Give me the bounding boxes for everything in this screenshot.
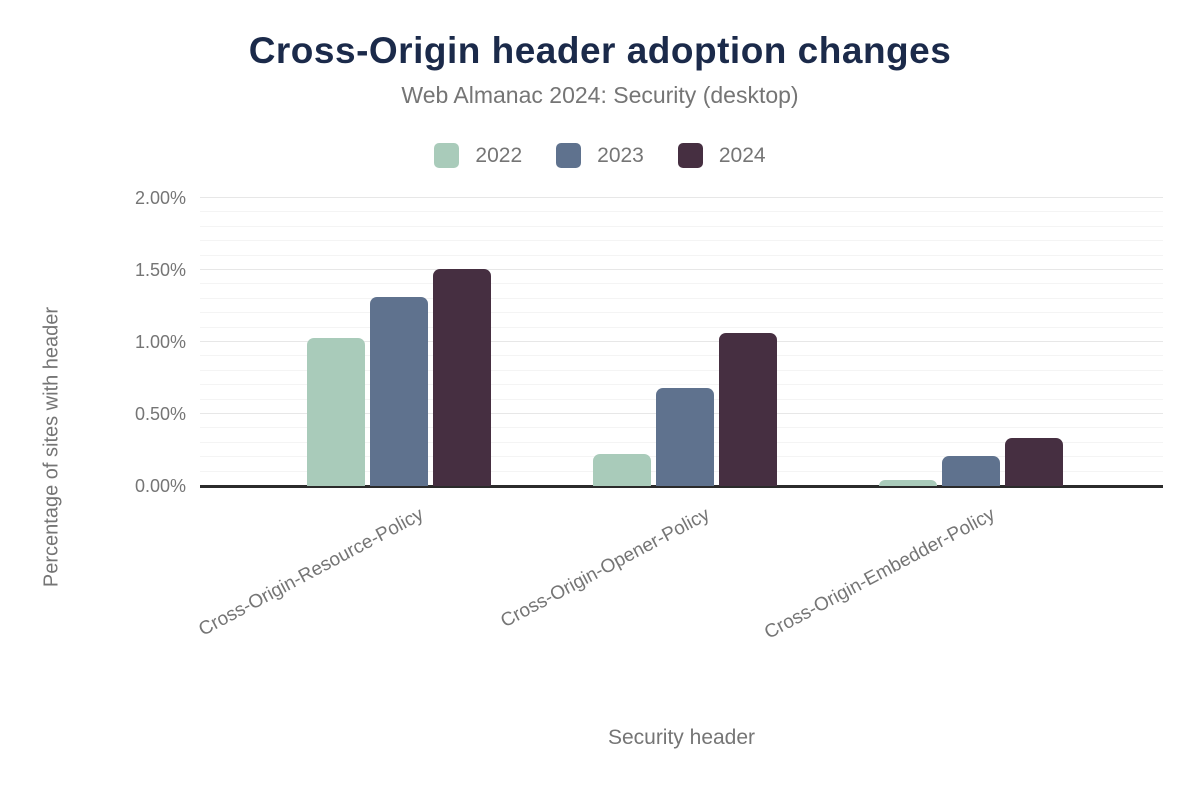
legend-label: 2022 bbox=[475, 143, 523, 167]
gridline-minor bbox=[200, 211, 1163, 213]
legend-swatch-icon bbox=[677, 143, 703, 168]
y-tick-label: 2.00% bbox=[134, 188, 186, 208]
chart-subtitle: Web Almanac 2024: Security (desktop) bbox=[401, 82, 799, 108]
x-axis-line bbox=[200, 485, 1163, 488]
legend-item-2023: 2023 bbox=[556, 143, 644, 168]
gridline-minor bbox=[200, 297, 1163, 299]
bar-2023-Cross-Origin-Embedder-Policy bbox=[942, 455, 1000, 486]
bar-2023-Cross-Origin-Opener-Policy bbox=[656, 388, 714, 486]
gridline-minor bbox=[200, 254, 1163, 256]
gridline-minor bbox=[200, 326, 1163, 328]
gridline-major bbox=[200, 269, 1163, 270]
bar-2023-Cross-Origin-Resource-Policy bbox=[370, 297, 428, 486]
legend-label: 2023 bbox=[597, 143, 644, 167]
legend-item-2022: 2022 bbox=[434, 143, 522, 168]
y-tick-label: 1.50% bbox=[134, 260, 186, 280]
gridline-major bbox=[200, 341, 1163, 342]
legend-swatch-icon bbox=[556, 143, 582, 168]
legend-label: 2024 bbox=[718, 143, 766, 167]
gridline-major bbox=[200, 197, 1163, 198]
x-tick-label: Cross-Origin-Opener-Policy bbox=[496, 504, 713, 633]
x-axis-title: Security header bbox=[607, 726, 756, 749]
bar-2024-Cross-Origin-Opener-Policy bbox=[719, 333, 777, 486]
gridline-minor bbox=[200, 355, 1163, 357]
chart-title: Cross-Origin header adoption changes bbox=[248, 30, 952, 71]
gridline-minor bbox=[200, 384, 1163, 386]
x-tick-label: Cross-Origin-Resource-Policy bbox=[195, 504, 427, 641]
bar-2024-Cross-Origin-Resource-Policy bbox=[433, 268, 491, 486]
bar-2022-Cross-Origin-Resource-Policy bbox=[307, 337, 365, 486]
y-tick-label: 1.00% bbox=[134, 332, 186, 352]
gridline-minor bbox=[200, 283, 1163, 285]
gridline-minor bbox=[200, 240, 1163, 242]
legend-swatch-icon bbox=[434, 143, 460, 168]
gridline-minor bbox=[200, 225, 1163, 227]
bar-2022-Cross-Origin-Embedder-Policy bbox=[879, 480, 937, 486]
gridline-minor bbox=[200, 312, 1163, 314]
plot-area: Cross-Origin-Resource-Policy Cross-Origin… bbox=[195, 197, 1163, 643]
legend-item-2024: 2024 bbox=[677, 143, 766, 168]
legend: 2022 2023 2024 bbox=[0, 143, 1200, 168]
bar-2024-Cross-Origin-Embedder-Policy bbox=[1005, 438, 1063, 486]
gridline-minor bbox=[200, 369, 1163, 371]
y-tick-label: 0.50% bbox=[134, 404, 186, 424]
bar-2022-Cross-Origin-Opener-Policy bbox=[593, 454, 651, 486]
y-tick-label: 0.00% bbox=[134, 476, 186, 496]
x-tick-label: Cross-Origin-Embedder-Policy bbox=[761, 504, 999, 644]
